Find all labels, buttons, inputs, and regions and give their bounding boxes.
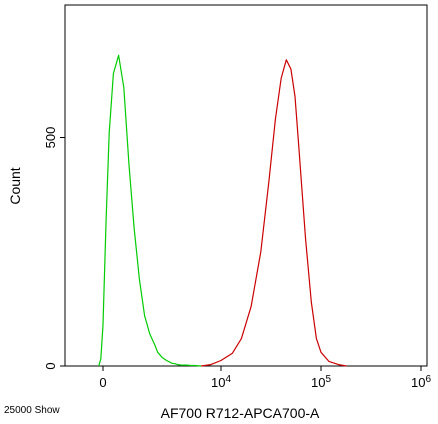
series-line-0 <box>98 54 202 367</box>
x-axis-label: AF700 R712-APCA700-A <box>161 405 320 421</box>
y-axis-ticks: 0 500 <box>43 127 65 370</box>
y-tick-label-0: 0 <box>43 362 58 369</box>
x-axis-ticks: 0 104 105 106 <box>99 366 431 390</box>
x-tick-label-1: 104 <box>211 374 231 390</box>
plot-frame <box>64 4 428 367</box>
x-tick-label-2: 105 <box>311 374 331 390</box>
footer-note: 25000 Show <box>4 405 60 416</box>
y-tick-label-1: 500 <box>43 127 58 149</box>
y-axis-label: Count <box>7 167 23 204</box>
x-tick-label-3: 106 <box>411 374 431 390</box>
x-tick-label-0: 0 <box>99 375 106 390</box>
series-line-1 <box>201 59 347 367</box>
series-layer <box>98 54 347 367</box>
